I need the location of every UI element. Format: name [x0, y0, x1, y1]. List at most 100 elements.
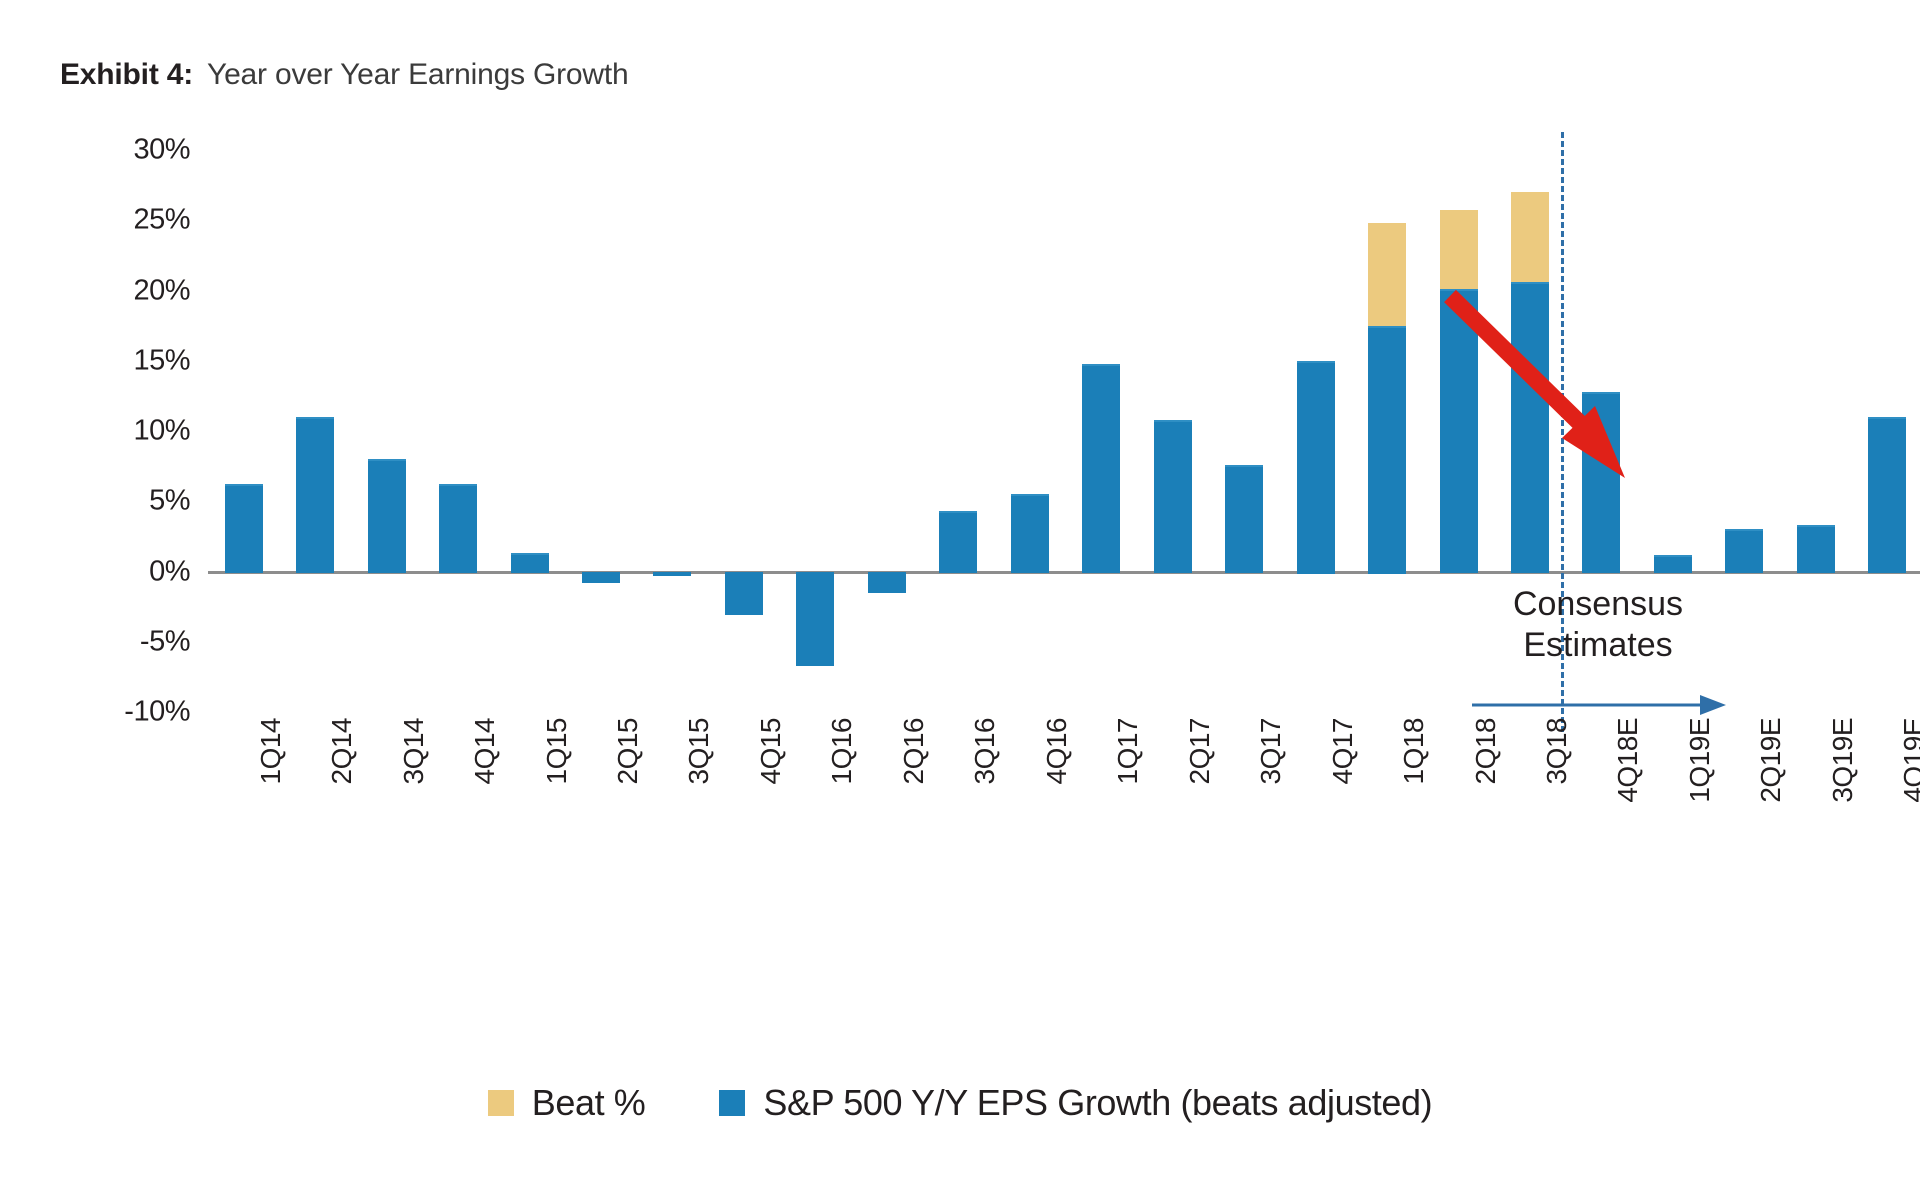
bar-group: [923, 150, 994, 712]
y-axis-labels: 30% 25% 20% 15% 10% 5% 0% -5% -10%: [0, 0, 190, 760]
estimates-divider: [1561, 132, 1565, 732]
bar-positive: [1368, 325, 1407, 574]
x-axis-tick-label: 2Q14: [326, 718, 358, 785]
chart-title-text: Year over Year Earnings Growth: [207, 58, 629, 91]
bar-group: [851, 150, 922, 712]
y-axis-tick-label: 0%: [149, 555, 190, 587]
bar-group: [1423, 150, 1494, 712]
y-axis-tick-label: 5%: [149, 484, 190, 517]
bar-positive: [1796, 525, 1835, 574]
bar-group: [1780, 150, 1851, 712]
x-axis-tick-label: 3Q18: [1540, 718, 1572, 785]
bar-group: [1494, 150, 1565, 712]
page-title: Exhibit 4: Year over Year Earnings Growt…: [60, 58, 629, 92]
bar-negative: [867, 571, 906, 593]
consensus-line-1: Consensus: [1512, 585, 1684, 623]
x-axis-tick-label: 2Q17: [1183, 718, 1215, 785]
x-axis-tick-label: 1Q17: [1112, 718, 1144, 785]
bar-group: [1351, 150, 1422, 712]
y-axis-tick-label: -10%: [124, 695, 190, 728]
bar-positive: [224, 484, 263, 574]
bar-group: [422, 150, 493, 712]
bar-negative: [724, 571, 763, 616]
x-axis-labels: 1Q14 2Q14 3Q14 4Q14 1Q15 2Q15 3Q15 4Q15 1Q16 2Q16…: [208, 718, 1920, 948]
bar-group: [565, 150, 636, 712]
bar-group: [994, 150, 1065, 712]
x-axis-tick-label: 3Q19E: [1826, 718, 1858, 803]
bar-positive: [510, 553, 549, 574]
bar-positive: [296, 416, 335, 574]
consensus-estimates-annotation: Consensus Estimates: [1448, 584, 1748, 667]
blue-right-arrow-icon: [1472, 695, 1726, 715]
y-axis-tick-label: -5%: [139, 625, 191, 658]
consensus-line-2: Estimates: [1523, 626, 1673, 665]
bar-group: [279, 150, 350, 712]
x-axis-tick-label: 4Q14: [469, 718, 501, 785]
bar-positive: [439, 484, 478, 574]
legend-item: Beat %: [487, 1082, 646, 1124]
x-axis-tick-label: 1Q16: [826, 718, 858, 785]
bar-group: [1137, 150, 1208, 712]
x-axis-tick-label: 4Q19E: [1898, 718, 1920, 803]
y-axis-tick-label: 30%: [133, 133, 190, 166]
x-axis-tick-label: 4Q17: [1326, 718, 1358, 785]
x-axis-tick-label: 1Q19E: [1683, 718, 1715, 803]
bar-positive: [1439, 289, 1478, 574]
y-axis-tick-label: 10%: [133, 414, 190, 447]
bar-group: [1066, 150, 1137, 712]
bar-group: [780, 150, 851, 712]
legend-swatch: [719, 1090, 746, 1116]
bar-beat-segment: [1439, 210, 1478, 290]
x-axis-tick-label: 2Q15: [612, 718, 644, 785]
exhibit-label: Exhibit 4:: [60, 58, 194, 91]
x-axis-tick-label: 2Q19E: [1755, 718, 1787, 803]
chart-legend: Beat % S&P 500 Y/Y EPS Growth (beats adju…: [0, 1082, 1920, 1124]
x-axis-tick-label: 4Q15: [754, 718, 786, 785]
bar-beat-segment: [1368, 223, 1407, 326]
bar-negative: [582, 571, 620, 583]
bar-negative: [796, 571, 835, 666]
x-axis-tick-label: 3Q14: [397, 718, 429, 785]
legend-item: S&P 500 Y/Y EPS Growth (beats adjusted): [719, 1082, 1433, 1124]
bar-positive: [1010, 494, 1049, 574]
bar-group: [494, 150, 565, 712]
bar-group: [1709, 150, 1780, 712]
x-axis-tick-label: 1Q15: [540, 718, 572, 785]
bar-positive: [1510, 282, 1549, 574]
bar-beat-segment: [1510, 192, 1549, 283]
y-axis-tick-label: 25%: [133, 203, 190, 236]
x-axis-tick-label: 3Q15: [683, 718, 715, 785]
bar-group: [1280, 150, 1351, 712]
legend-label: S&P 500 Y/Y EPS Growth (beats adjusted): [763, 1082, 1433, 1123]
bar-group: [637, 150, 708, 712]
bar-positive: [1296, 360, 1335, 574]
bar-group: [708, 150, 779, 712]
bar-positive: [1082, 363, 1121, 574]
bar-group: [351, 150, 422, 712]
x-axis-tick-label: 2Q16: [897, 718, 929, 785]
y-axis-tick-label: 15%: [133, 344, 190, 377]
x-axis-tick-label: 4Q16: [1040, 718, 1072, 785]
bar-positive: [1225, 464, 1264, 574]
bar-series-container: [208, 150, 1920, 712]
x-axis-tick-label: 2Q18: [1469, 718, 1501, 785]
bar-group: [1852, 150, 1920, 712]
legend-label: Beat %: [531, 1082, 646, 1123]
bar-positive: [1725, 529, 1764, 574]
x-axis-tick-label: 3Q16: [969, 718, 1001, 785]
x-axis-zero-line: [208, 570, 1920, 574]
red-down-right-arrow-icon: [1444, 289, 1625, 478]
bar-positive: [939, 511, 978, 574]
x-axis-tick-label: 3Q17: [1255, 718, 1287, 785]
bar-positive: [1868, 416, 1907, 574]
y-axis-tick-label: 20%: [133, 274, 190, 306]
bar-group: [1637, 150, 1708, 712]
bar-group: [1208, 150, 1279, 712]
bar-group: [208, 150, 279, 712]
bar-positive: [1153, 419, 1192, 574]
bar-negative: [653, 571, 692, 576]
legend-swatch: [487, 1090, 514, 1116]
bar-positive: [1653, 554, 1692, 574]
bar-positive: [367, 459, 406, 574]
